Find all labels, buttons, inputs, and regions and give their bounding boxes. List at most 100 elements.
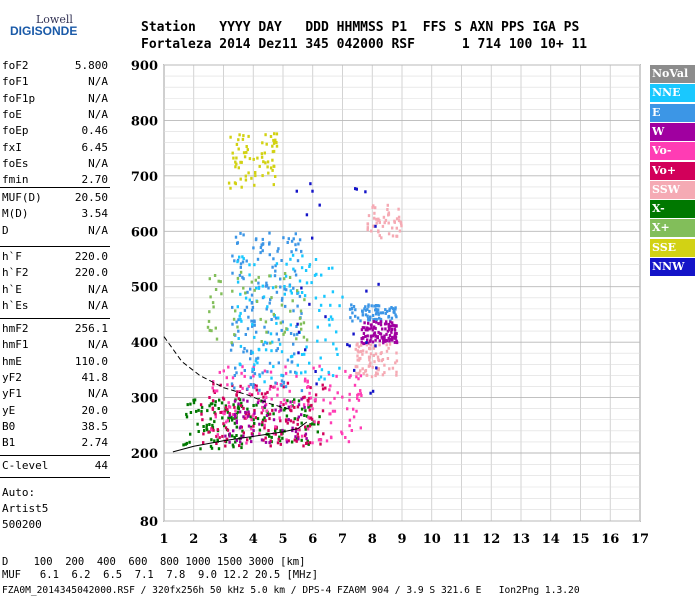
echo-point-w xyxy=(360,337,363,340)
param-name: foF1p xyxy=(2,91,36,105)
echo-point-x- xyxy=(209,444,213,448)
echo-point-sse xyxy=(247,171,250,175)
echo-point-sse xyxy=(274,175,277,178)
echo-point-x- xyxy=(264,320,268,324)
echo-point-nne xyxy=(319,375,323,379)
echo-point-vo- xyxy=(321,409,325,413)
echo-point-sse xyxy=(240,185,243,189)
echo-point-nne xyxy=(237,337,240,340)
echo-point-sse xyxy=(241,137,245,141)
echo-point-e xyxy=(296,304,299,308)
echo-point-nne xyxy=(316,339,319,343)
echo-point-e xyxy=(294,243,297,247)
echo-point-sse xyxy=(234,165,237,169)
x-tick-label: 2 xyxy=(189,532,198,547)
echo-point-vo- xyxy=(309,396,313,400)
echo-point-ssw xyxy=(378,219,381,222)
echo-point-vo- xyxy=(313,420,316,424)
echo-point-nnw xyxy=(355,187,358,191)
echo-point-x- xyxy=(205,426,208,430)
echo-point-vo- xyxy=(312,366,315,370)
echo-point-x- xyxy=(268,434,271,438)
echo-point-w xyxy=(387,322,390,326)
param-value: 256.1 xyxy=(74,322,108,335)
echo-point-vo- xyxy=(322,432,325,436)
param-row: B1 2.74 xyxy=(2,435,108,451)
echo-point-vo- xyxy=(223,410,226,414)
echo-point-w xyxy=(366,326,369,330)
echo-point-sse xyxy=(235,156,238,160)
x-tick-label: 10 xyxy=(423,532,441,547)
echo-point-w xyxy=(369,334,373,338)
echo-point-x- xyxy=(237,404,240,408)
echo-point-nne xyxy=(335,330,338,334)
echo-point-x- xyxy=(210,329,213,333)
echo-point-nnw xyxy=(297,330,301,334)
echo-point-sse xyxy=(267,171,270,175)
echo-point-nne xyxy=(289,323,292,327)
echo-point-vo- xyxy=(296,432,299,436)
echo-point-vo- xyxy=(308,424,312,428)
echo-point-x- xyxy=(303,298,306,302)
panel-separator xyxy=(0,455,110,456)
echo-point-x- xyxy=(253,422,256,425)
echo-point-nne xyxy=(262,295,266,299)
echo-point-w xyxy=(384,327,387,331)
echo-point-w xyxy=(382,338,385,342)
panel-separator xyxy=(0,477,110,478)
echo-point-w xyxy=(384,338,388,342)
echo-point-vo- xyxy=(237,397,240,401)
echo-point-e xyxy=(268,361,272,365)
echo-point-e xyxy=(249,357,252,361)
echo-point-nne xyxy=(238,314,241,318)
echo-point-vo- xyxy=(269,384,272,388)
echo-point-x- xyxy=(285,327,288,331)
echo-point-e xyxy=(263,325,266,329)
echo-point-x- xyxy=(279,429,282,433)
echo-point-w xyxy=(361,336,365,340)
param-name: hmF1 xyxy=(2,338,29,352)
echo-point-e xyxy=(285,288,288,292)
echo-point-nne xyxy=(292,267,295,271)
echo-point-e xyxy=(387,315,390,319)
echo-point-e xyxy=(378,316,381,320)
echo-point-e xyxy=(294,273,298,277)
echo-point-ssw xyxy=(372,204,375,208)
echo-point-vo- xyxy=(261,408,265,412)
echo-point-e xyxy=(368,309,371,313)
echo-point-ssw xyxy=(397,219,401,223)
echo-point-e xyxy=(366,314,369,318)
echo-point-w xyxy=(387,325,390,329)
echo-point-vo- xyxy=(307,415,310,419)
echo-point-x- xyxy=(265,330,268,334)
echo-point-e xyxy=(294,232,297,236)
echo-point-vo- xyxy=(274,432,277,436)
echo-point-e xyxy=(274,316,278,320)
echo-point-nnw xyxy=(309,182,312,186)
echo-point-vo- xyxy=(265,396,268,400)
echo-point-nnw xyxy=(305,213,309,217)
echo-point-vo- xyxy=(261,420,264,424)
echo-point-x- xyxy=(211,423,214,427)
echo-point-nnw xyxy=(346,343,349,347)
echo-point-w xyxy=(373,325,376,329)
echo-point-sse xyxy=(264,161,267,165)
echo-point-sse xyxy=(244,174,247,178)
echo-point-x- xyxy=(239,270,243,274)
echo-point-nne xyxy=(313,273,317,277)
echo-point-vo- xyxy=(214,415,217,419)
echo-point-w xyxy=(379,323,383,327)
echo-point-vo- xyxy=(283,398,286,402)
echo-point-vo- xyxy=(233,405,236,409)
echo-point-e xyxy=(269,298,272,302)
echo-point-ssw xyxy=(369,352,373,356)
echo-point-sse xyxy=(245,145,248,148)
param-row: fmin 2.70 xyxy=(2,172,108,188)
echo-point-e xyxy=(239,262,243,266)
logo-top-text: Lowell xyxy=(36,13,73,26)
echo-point-w xyxy=(388,328,391,332)
echo-point-w xyxy=(395,340,398,344)
echo-point-e xyxy=(241,260,245,264)
echo-point-sse xyxy=(269,135,273,138)
echo-point-vo- xyxy=(308,408,311,412)
